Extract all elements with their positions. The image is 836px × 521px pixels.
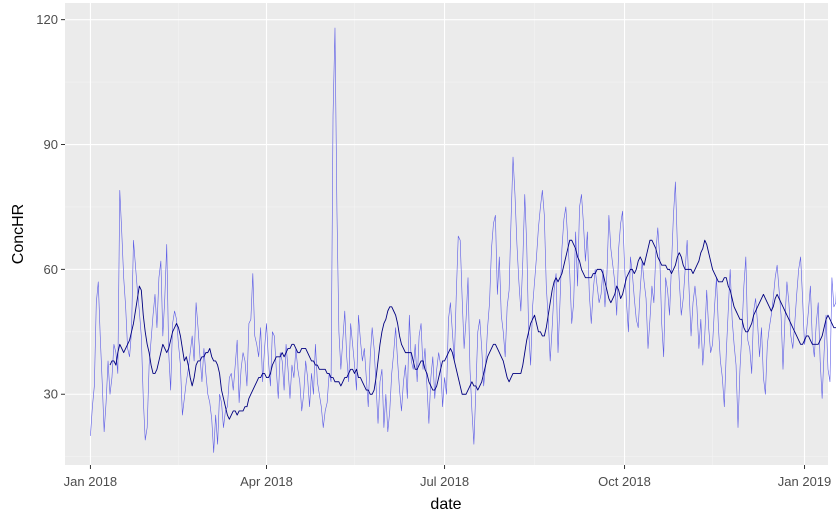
x-tick-label: Apr 2018 bbox=[240, 474, 293, 489]
plot-panel bbox=[65, 3, 828, 465]
x-axis: Jan 2018 Apr 2018 Jul 2018 Oct 2018 Jan 2019 bbox=[64, 465, 832, 489]
y-tick-label: 120 bbox=[36, 12, 58, 27]
x-tick-label: Jul 2018 bbox=[420, 474, 469, 489]
y-tick-label: 90 bbox=[44, 137, 58, 152]
y-axis: 30 60 90 120 bbox=[36, 12, 65, 402]
series-layer bbox=[90, 27, 836, 453]
minor-grid bbox=[65, 3, 828, 465]
series-line-rolling-mean bbox=[109, 239, 836, 420]
x-tick-label: Jan 2018 bbox=[64, 474, 118, 489]
x-tick-label: Jan 2019 bbox=[778, 474, 832, 489]
y-tick-label: 30 bbox=[44, 387, 58, 402]
series-line-daily bbox=[90, 27, 836, 453]
x-axis-title: date bbox=[430, 496, 461, 513]
y-axis-title: ConcHR bbox=[10, 204, 27, 264]
y-tick-label: 60 bbox=[44, 262, 58, 277]
x-tick-label: Oct 2018 bbox=[598, 474, 651, 489]
